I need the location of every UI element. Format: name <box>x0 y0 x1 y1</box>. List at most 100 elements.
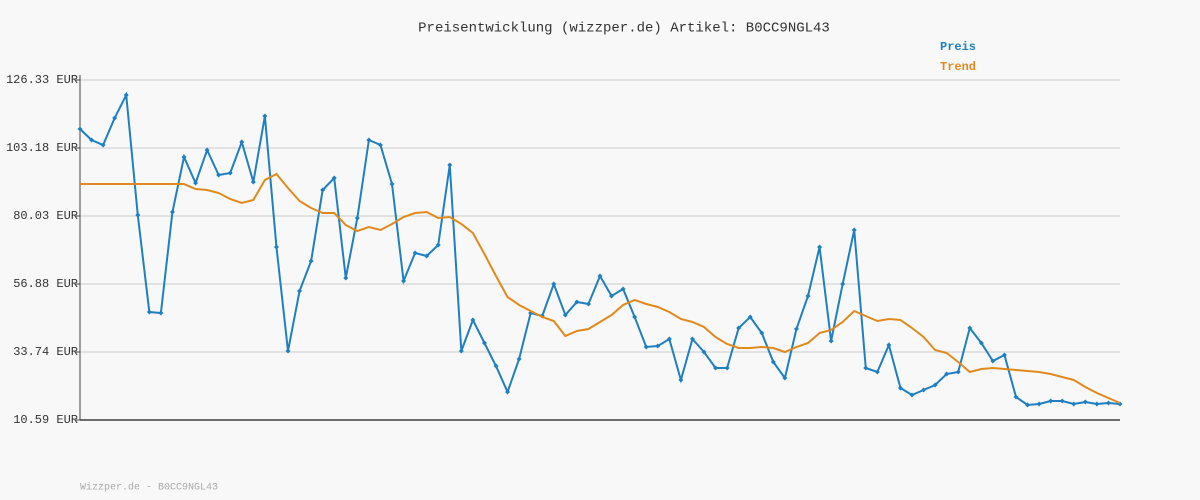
point <box>285 348 291 354</box>
point <box>1013 394 1019 400</box>
point <box>597 273 603 279</box>
point <box>273 244 279 250</box>
point <box>817 244 823 250</box>
point <box>239 139 245 145</box>
point <box>1105 400 1111 406</box>
point <box>366 137 372 143</box>
point <box>169 209 175 215</box>
point <box>516 356 522 362</box>
point <box>585 301 591 307</box>
point <box>713 365 719 371</box>
point <box>412 250 418 256</box>
point <box>1036 401 1042 407</box>
point <box>978 340 984 346</box>
point <box>770 359 776 365</box>
point <box>1001 352 1007 358</box>
point <box>759 330 765 336</box>
footer: Wizzper.de - B0CC9NGL43 <box>80 482 218 494</box>
point <box>308 258 314 264</box>
chart-title: Preisentwicklung (wizzper.de) Artikel: B… <box>418 21 830 37</box>
point <box>609 293 615 299</box>
point <box>863 365 869 371</box>
point <box>389 181 395 187</box>
point <box>851 227 857 233</box>
point <box>724 365 730 371</box>
y-tick-label: 10.59 EUR <box>13 413 78 427</box>
point <box>793 326 799 332</box>
point <box>227 170 233 176</box>
point <box>736 325 742 331</box>
point <box>562 312 568 318</box>
point <box>666 336 672 342</box>
point <box>678 377 684 383</box>
point <box>505 389 511 395</box>
point <box>944 371 950 377</box>
point <box>354 215 360 221</box>
y-tick-label: 56.88 EUR <box>13 277 78 291</box>
point <box>135 212 141 218</box>
point <box>782 375 788 381</box>
point <box>481 340 487 346</box>
y-tick-label: 33.74 EUR <box>13 345 78 359</box>
point <box>181 154 187 160</box>
point <box>620 286 626 292</box>
legend-label: Trend <box>940 60 976 74</box>
point <box>112 115 118 121</box>
point <box>1025 402 1031 408</box>
point <box>447 162 453 168</box>
y-tick-label: 80.03 EUR <box>13 209 78 223</box>
y-tick-label: 103.18 EUR <box>6 141 78 155</box>
point <box>932 382 938 388</box>
point <box>874 369 880 375</box>
point <box>921 387 927 393</box>
point <box>250 179 256 185</box>
point <box>967 325 973 331</box>
point <box>89 137 95 143</box>
point <box>470 317 476 323</box>
point <box>805 293 811 299</box>
y-tick-label: 126.33 EUR <box>6 73 78 87</box>
point <box>216 172 222 178</box>
point <box>828 338 834 344</box>
point <box>655 343 661 349</box>
point <box>343 275 349 281</box>
point <box>320 187 326 193</box>
point <box>262 113 268 119</box>
point <box>990 358 996 364</box>
point <box>401 278 407 284</box>
point <box>574 299 580 305</box>
point <box>632 314 638 320</box>
point <box>551 281 557 287</box>
point <box>1094 401 1100 407</box>
point <box>897 385 903 391</box>
point <box>886 342 892 348</box>
point <box>689 336 695 342</box>
point <box>77 126 83 132</box>
point <box>840 281 846 287</box>
point <box>204 147 210 153</box>
point <box>1082 399 1088 405</box>
series-line <box>80 172 1121 404</box>
point <box>1071 401 1077 407</box>
point <box>146 309 152 315</box>
legend-label: Preis <box>940 40 976 54</box>
point <box>424 253 430 259</box>
point <box>435 242 441 248</box>
point <box>493 363 499 369</box>
point <box>297 288 303 294</box>
point <box>1048 398 1054 404</box>
point <box>123 92 129 98</box>
point <box>331 175 337 181</box>
point <box>100 142 106 148</box>
point <box>643 344 649 350</box>
point <box>701 349 707 355</box>
point <box>458 348 464 354</box>
point <box>377 142 383 148</box>
point <box>747 314 753 320</box>
point <box>193 180 199 186</box>
point <box>158 310 164 316</box>
point <box>1059 398 1065 404</box>
point <box>909 392 915 398</box>
